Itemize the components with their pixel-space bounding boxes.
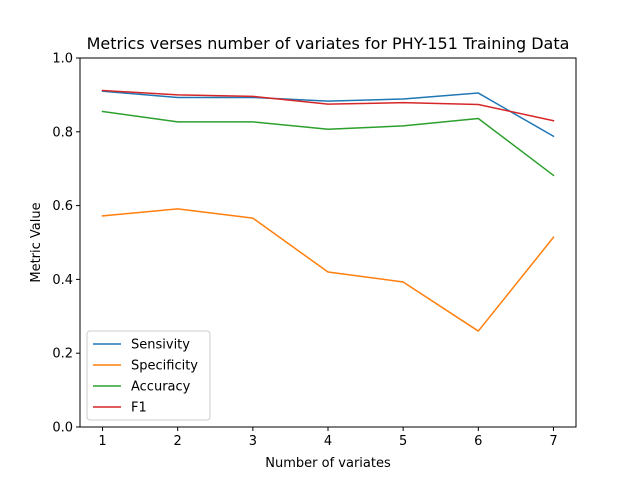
x-tick-label: 7 — [549, 434, 557, 449]
legend-label: F1 — [131, 401, 147, 416]
y-axis-label: Metric Value — [29, 202, 44, 282]
series-line-sensivity — [101, 90, 555, 138]
legend-label: Accuracy — [131, 380, 191, 395]
x-tick-label: 3 — [249, 434, 257, 449]
x-tick-label: 5 — [399, 434, 407, 449]
y-tick-label: 0.2 — [52, 347, 73, 362]
x-tick-label: 1 — [98, 434, 106, 449]
y-tick-label: 0.8 — [52, 125, 73, 140]
y-tick-label: 0.4 — [52, 273, 73, 288]
y-tick-label: 1.0 — [52, 52, 73, 67]
legend-box — [86, 330, 211, 421]
series-lines — [101, 89, 555, 332]
series-line-accuracy — [101, 110, 555, 177]
legend-label: Specificity — [131, 359, 198, 374]
legend-label: Sensivity — [131, 338, 190, 353]
legend: Sensivity Specificity Accuracy F1 — [86, 330, 211, 421]
y-tick-label: 0.0 — [52, 421, 73, 436]
y-tick-label: 0.6 — [52, 199, 73, 214]
y-axis-ticks: 0.0 0.2 0.4 0.6 0.8 1.0 — [52, 52, 80, 436]
series-line-specificity — [101, 208, 555, 332]
x-tick-label: 2 — [174, 434, 182, 449]
series-line-f1 — [101, 89, 555, 122]
plot-frame — [79, 57, 577, 428]
x-tick-label: 6 — [474, 434, 482, 449]
chart-title: Metrics verses number of variates for PH… — [87, 34, 570, 53]
x-axis-ticks: 1 2 3 4 5 6 7 — [98, 427, 558, 449]
x-axis-label: Number of variates — [265, 456, 391, 471]
x-tick-label: 4 — [324, 434, 332, 449]
